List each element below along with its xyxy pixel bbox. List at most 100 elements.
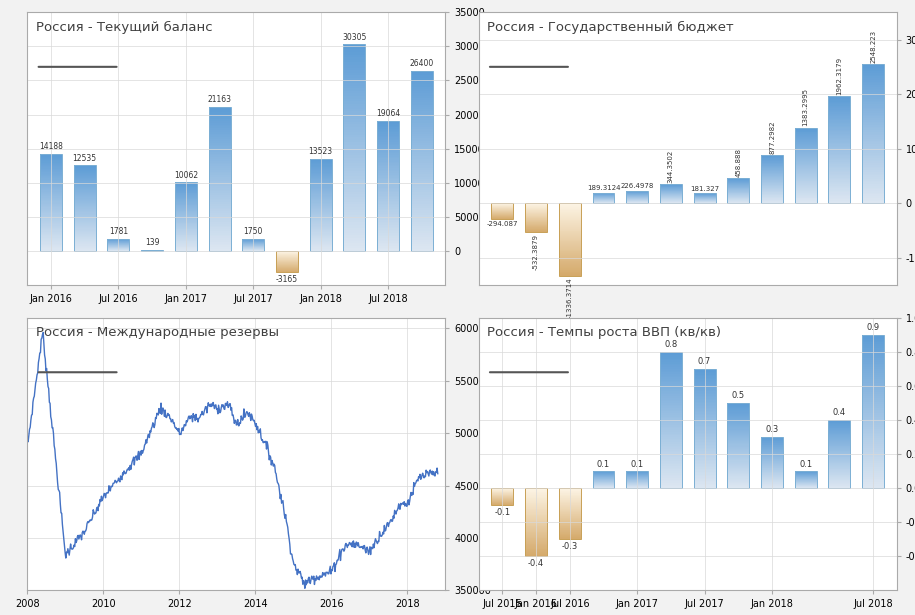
Bar xyxy=(411,170,433,172)
Bar xyxy=(411,105,433,107)
Bar xyxy=(175,209,197,210)
Bar xyxy=(74,238,96,239)
Bar xyxy=(559,494,581,495)
Bar xyxy=(862,417,884,419)
Bar xyxy=(694,399,716,400)
Bar xyxy=(411,181,433,183)
Bar xyxy=(411,220,433,221)
Bar xyxy=(175,220,197,221)
Bar xyxy=(411,82,433,84)
Bar xyxy=(343,88,365,91)
Bar xyxy=(175,242,197,243)
Bar xyxy=(309,250,331,251)
Bar xyxy=(828,487,850,488)
Bar xyxy=(761,455,783,456)
Bar xyxy=(525,203,547,232)
Bar xyxy=(175,199,197,200)
Bar xyxy=(525,514,547,515)
Bar xyxy=(795,171,817,172)
Bar xyxy=(309,205,331,206)
Bar xyxy=(343,181,365,184)
Bar xyxy=(761,437,783,438)
Bar xyxy=(694,369,716,370)
Bar xyxy=(795,165,817,167)
Bar xyxy=(828,455,850,456)
Bar xyxy=(862,163,884,165)
Bar xyxy=(559,531,581,532)
Bar xyxy=(727,405,749,406)
Bar xyxy=(175,216,197,218)
Bar xyxy=(209,224,231,226)
Bar xyxy=(559,524,581,525)
Bar xyxy=(559,272,581,273)
Bar xyxy=(343,220,365,223)
Bar xyxy=(694,432,716,433)
Bar xyxy=(377,212,399,213)
Bar xyxy=(40,232,62,234)
Bar xyxy=(862,369,884,371)
Bar xyxy=(828,133,850,135)
Bar xyxy=(411,125,433,127)
Bar xyxy=(761,440,783,441)
Bar xyxy=(828,423,850,424)
Bar xyxy=(377,205,399,207)
Bar xyxy=(411,87,433,89)
Bar xyxy=(727,466,749,467)
Bar xyxy=(862,118,884,120)
Bar xyxy=(694,369,716,488)
Text: 13523: 13523 xyxy=(308,147,333,156)
Bar xyxy=(694,419,716,421)
Bar xyxy=(343,194,365,197)
Bar xyxy=(694,472,716,473)
Bar xyxy=(862,114,884,116)
Bar xyxy=(309,213,331,214)
Bar xyxy=(40,171,62,172)
Bar xyxy=(795,146,817,148)
Bar xyxy=(309,184,331,185)
Bar xyxy=(309,177,331,178)
Bar xyxy=(343,238,365,240)
Bar xyxy=(40,207,62,208)
Bar xyxy=(559,252,581,253)
Bar xyxy=(40,165,62,166)
Bar xyxy=(660,422,682,423)
Bar xyxy=(559,215,581,216)
Bar xyxy=(828,200,850,202)
Bar xyxy=(559,519,581,520)
Text: 0.1: 0.1 xyxy=(630,459,644,469)
Bar xyxy=(525,533,547,534)
Bar xyxy=(727,478,749,480)
Bar xyxy=(559,203,581,204)
Bar xyxy=(828,465,850,466)
Bar xyxy=(343,171,365,173)
Bar xyxy=(559,488,581,539)
Bar xyxy=(377,243,399,244)
Bar xyxy=(862,343,884,344)
Bar xyxy=(828,184,850,186)
Bar xyxy=(309,227,331,228)
Bar xyxy=(175,240,197,242)
Bar xyxy=(828,451,850,453)
Bar xyxy=(727,483,749,484)
Bar xyxy=(377,137,399,139)
Bar xyxy=(795,172,817,173)
Bar xyxy=(862,80,884,82)
Bar xyxy=(343,197,365,199)
Bar xyxy=(694,442,716,443)
Bar xyxy=(660,432,682,434)
Bar xyxy=(209,168,231,170)
Bar xyxy=(828,107,850,108)
Bar xyxy=(795,139,817,140)
Bar xyxy=(559,228,581,229)
Bar xyxy=(694,466,716,467)
Bar xyxy=(694,481,716,482)
Bar xyxy=(862,130,884,132)
Bar xyxy=(727,426,749,427)
Bar xyxy=(828,109,850,111)
Bar xyxy=(74,172,96,173)
Bar xyxy=(209,108,231,110)
Bar xyxy=(559,513,581,514)
Bar xyxy=(209,215,231,216)
Bar xyxy=(411,71,433,73)
Bar xyxy=(175,196,197,197)
